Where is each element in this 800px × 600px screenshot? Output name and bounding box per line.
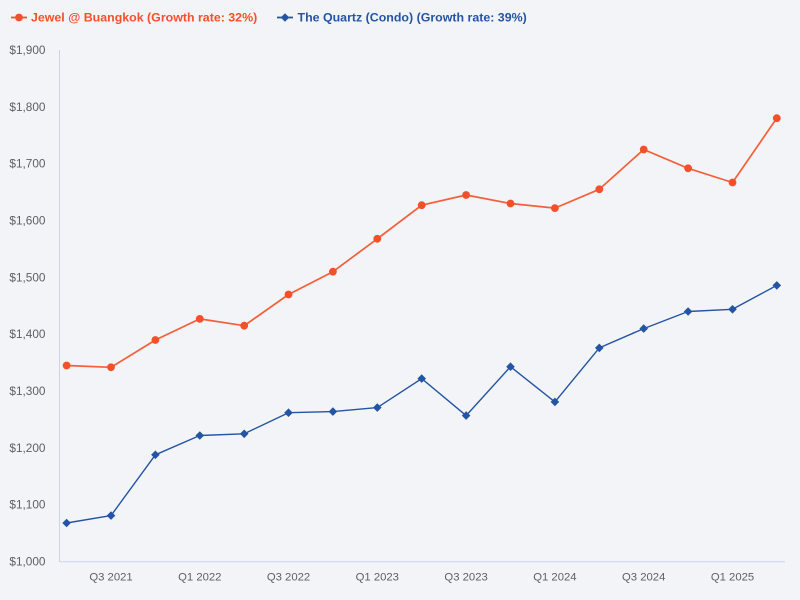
- svg-text:$1,600: $1,600: [9, 214, 46, 228]
- svg-text:Q3 2022: Q3 2022: [267, 572, 310, 584]
- svg-text:$1,800: $1,800: [9, 100, 46, 114]
- svg-text:Q1 2025: Q1 2025: [711, 572, 754, 584]
- svg-text:Q3 2023: Q3 2023: [444, 572, 487, 584]
- svg-text:$1,000: $1,000: [9, 555, 46, 569]
- svg-text:Q1 2023: Q1 2023: [356, 572, 399, 584]
- svg-text:The Quartz (Condo) (Growth rat: The Quartz (Condo) (Growth rate: 39%): [298, 11, 527, 25]
- svg-text:Q1 2024: Q1 2024: [533, 572, 576, 584]
- svg-text:$1,900: $1,900: [9, 43, 46, 57]
- svg-text:Q3 2021: Q3 2021: [89, 572, 132, 584]
- svg-text:$1,700: $1,700: [9, 157, 46, 171]
- svg-text:Q3 2024: Q3 2024: [622, 572, 665, 584]
- svg-text:Q1 2022: Q1 2022: [178, 572, 221, 584]
- svg-text:Jewel @ Buangkok (Growth rate:: Jewel @ Buangkok (Growth rate: 32%): [31, 11, 257, 25]
- svg-text:$1,100: $1,100: [9, 498, 46, 512]
- svg-text:$1,500: $1,500: [9, 270, 46, 284]
- svg-text:$1,300: $1,300: [9, 384, 46, 398]
- svg-text:$1,200: $1,200: [9, 441, 46, 455]
- svg-text:$1,400: $1,400: [9, 327, 46, 341]
